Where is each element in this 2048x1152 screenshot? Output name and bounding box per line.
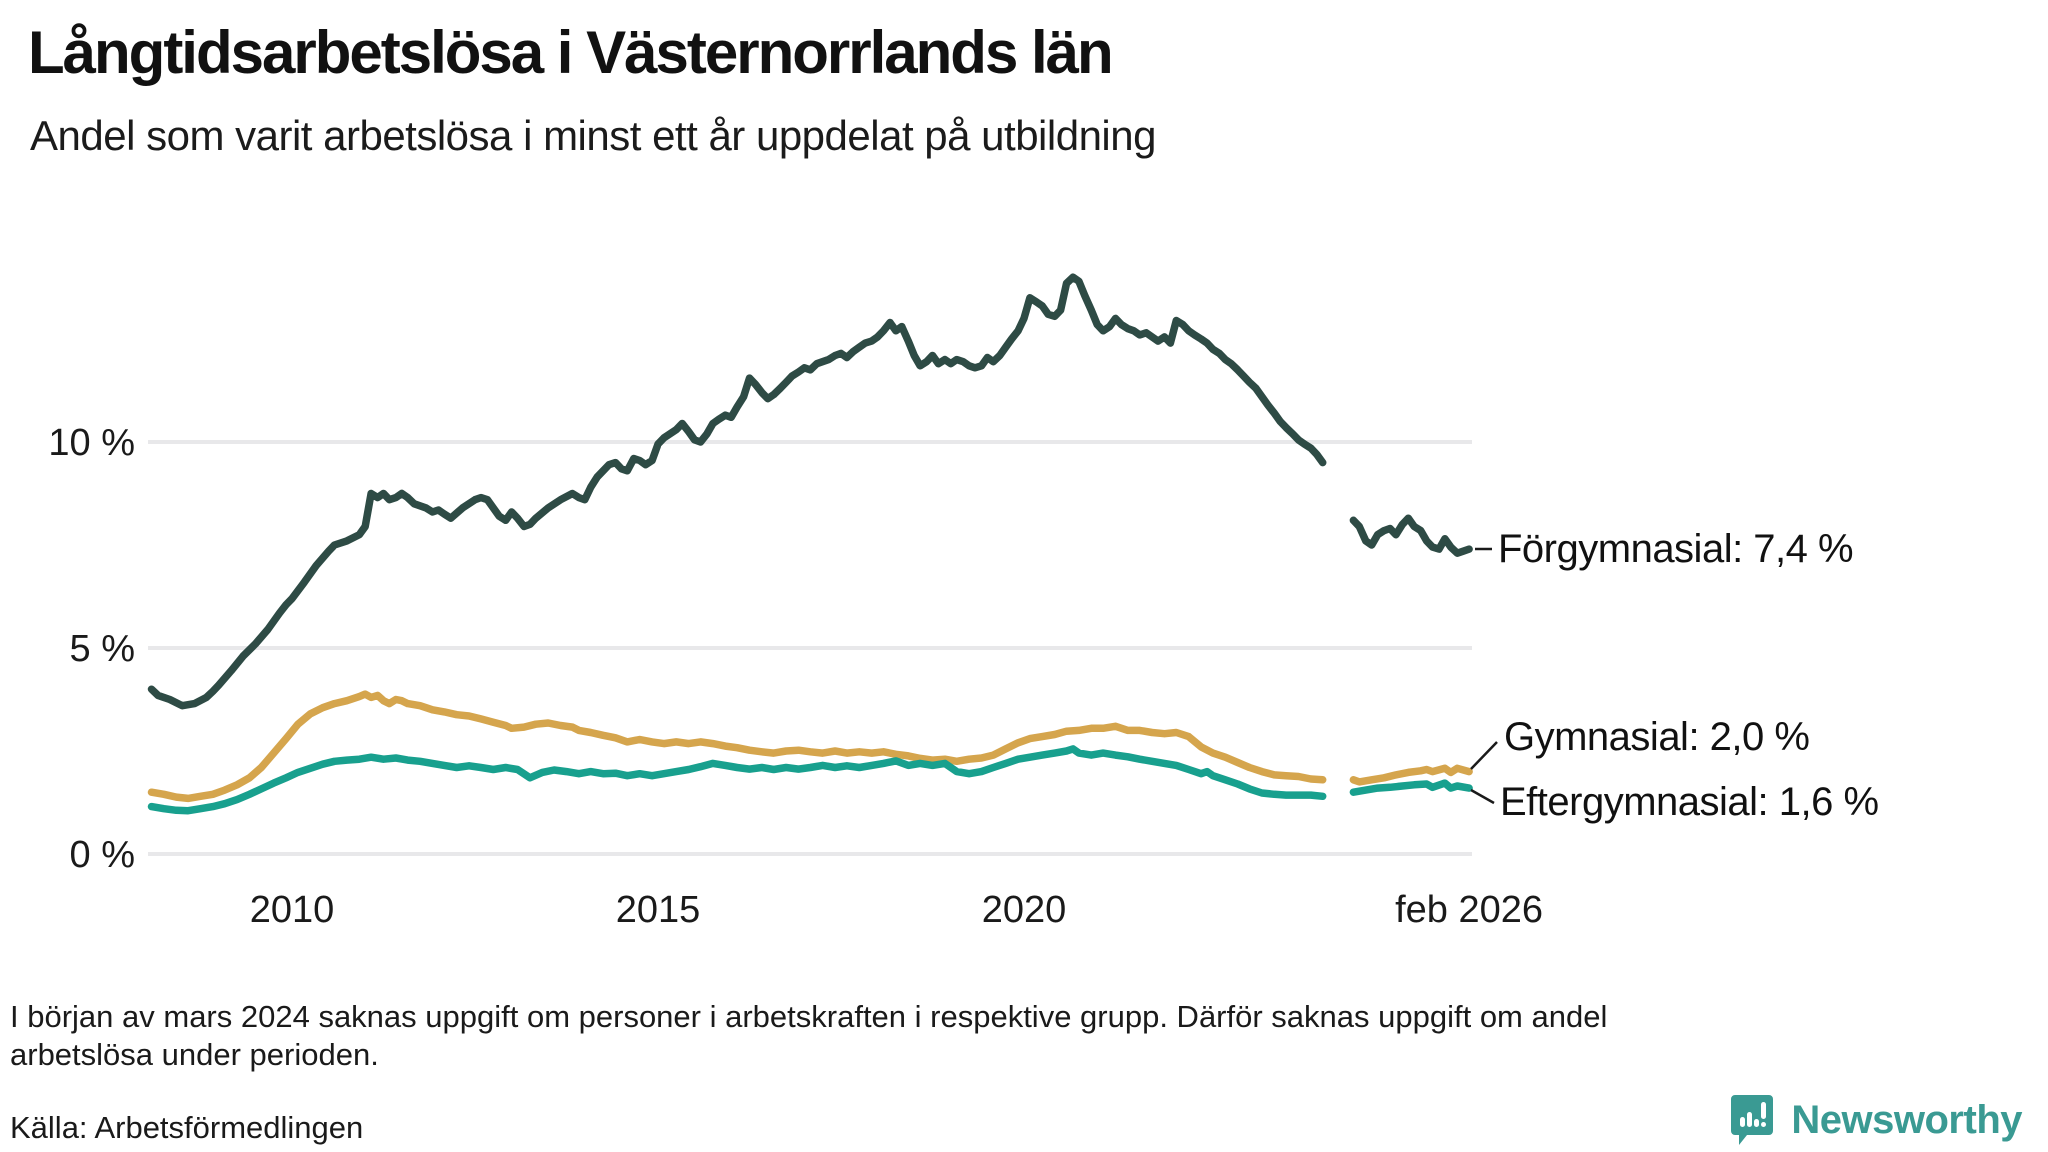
newsworthy-logo-text: Newsworthy xyxy=(1791,1098,2022,1142)
series-line-gymnasial xyxy=(147,690,1327,803)
page-subtitle: Andel som varit arbetslösa i minst ett å… xyxy=(30,112,1156,159)
series-line-förgymnasial xyxy=(147,273,1327,710)
x-tick-label: 2020 xyxy=(982,889,1067,931)
label-connectors xyxy=(1470,547,1498,805)
series-line-eftergymnasial xyxy=(147,745,1327,815)
series-lines xyxy=(147,273,1473,815)
y-tick-label: 10 % xyxy=(48,422,135,464)
series-line-förgymnasial xyxy=(1349,514,1473,557)
series-label-gymnasial: Gymnasial: 2,0 % xyxy=(1504,715,1810,759)
x-tick-label: feb 2026 xyxy=(1395,889,1543,931)
axis-tick-labels: 0 % 5 % 10 % 2010 2015 2020 feb 2026 xyxy=(48,422,1543,931)
page-title: Långtidsarbetslösa i Västernorrlands län xyxy=(28,19,1114,86)
connector-gymnasial xyxy=(1470,741,1498,770)
series-line-eftergymnasial xyxy=(1349,779,1473,796)
source-line: Källa: Arbetsförmedlingen xyxy=(10,1110,364,1145)
series-label-forgymnasial: Förgymnasial: 7,4 % xyxy=(1498,527,1854,571)
series-line-gymnasial xyxy=(1349,764,1473,786)
gridlines xyxy=(148,440,1472,856)
series-label-eftergymnasial: Eftergymnasial: 1,6 % xyxy=(1500,780,1879,824)
footnote: I början av mars 2024 saknas uppgift om … xyxy=(10,999,1608,1072)
newsworthy-badge-icon xyxy=(1731,1095,1774,1145)
newsworthy-logo: Newsworthy xyxy=(1731,1094,2022,1146)
x-tick-label: 2010 xyxy=(250,889,335,931)
y-tick-label: 0 % xyxy=(70,834,135,876)
y-tick-label: 5 % xyxy=(70,628,135,670)
x-tick-label: 2015 xyxy=(616,889,701,931)
connector-eftergymnasial xyxy=(1470,788,1495,805)
